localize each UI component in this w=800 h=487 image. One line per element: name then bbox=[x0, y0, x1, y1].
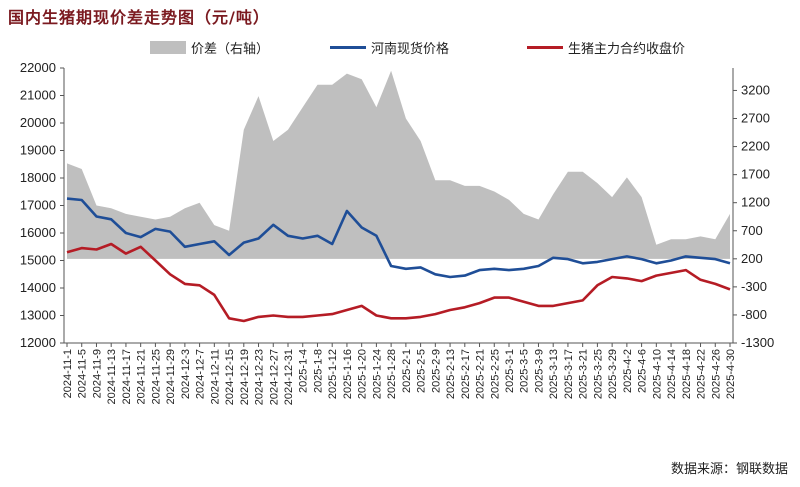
data-source: 数据来源：钢联数据 bbox=[670, 462, 788, 477]
x-tick-label: 2025-4-6 bbox=[637, 349, 649, 393]
left-tick-label: 19000 bbox=[20, 143, 56, 158]
x-tick-label: 2025-1-28 bbox=[386, 349, 398, 399]
x-tick-label: 2024-11-9 bbox=[92, 349, 104, 398]
right-tick-label: 1700 bbox=[741, 167, 770, 182]
x-tick-label: 2024-12-15 bbox=[224, 349, 236, 405]
right-tick-label: 1200 bbox=[741, 195, 770, 210]
x-tick-label: 2024-11-25 bbox=[150, 349, 162, 404]
line-layer bbox=[66, 197, 731, 323]
x-tick-label: 2024-12-31 bbox=[283, 349, 295, 405]
x-tick-label: 2025-4-2 bbox=[622, 349, 634, 393]
x-tick-label: 2024-12-3 bbox=[180, 349, 192, 399]
x-tick-label: 2024-11-17 bbox=[121, 349, 133, 404]
left-tick-label: 14000 bbox=[20, 280, 56, 295]
legend-label-futures: 生猪主力合约收盘价 bbox=[568, 41, 685, 57]
left-tick-label: 13000 bbox=[20, 308, 56, 323]
x-tick-label: 2024-12-7 bbox=[195, 349, 207, 399]
x-tick-label: 2025-3-17 bbox=[563, 349, 575, 399]
series-line-futures bbox=[66, 242, 731, 323]
x-axis-ticks: 2024-11-1 2024-11-5 2024-11-9 2024-11-13 202… bbox=[62, 343, 737, 405]
right-tick-label: -300 bbox=[741, 279, 767, 294]
right-axis-ticks: -1300 -800 -300 200 700 1200 1700 2200 2700 3200 bbox=[733, 82, 774, 350]
x-tick-label: 2025-3-13 bbox=[548, 349, 560, 399]
left-tick-label: 20000 bbox=[20, 115, 56, 130]
x-tick-label: 2024-12-11 bbox=[209, 349, 221, 404]
left-tick-label: 18000 bbox=[20, 170, 56, 185]
legend: 价差（右轴） 河南现货价格 生猪主力合约收盘价 bbox=[150, 41, 685, 57]
x-tick-label: 2024-11-29 bbox=[165, 349, 177, 404]
x-tick-label: 2025-3-21 bbox=[578, 349, 590, 399]
right-tick-label: 2200 bbox=[741, 139, 770, 154]
x-tick-label: 2025-3-25 bbox=[592, 349, 604, 399]
x-tick-label: 2024-12-27 bbox=[268, 349, 280, 405]
x-tick-label: 2025-2-1 bbox=[401, 349, 413, 393]
right-tick-label: -800 bbox=[741, 307, 767, 322]
x-tick-label: 2025-4-10 bbox=[651, 349, 663, 399]
x-tick-label: 2025-3-29 bbox=[607, 349, 619, 399]
left-axis-ticks: 12000 13000 14000 15000 16000 17000 18000 19000… bbox=[20, 60, 64, 350]
series-area-spread bbox=[67, 70, 730, 259]
x-tick-label: 2025-2-13 bbox=[445, 349, 457, 399]
x-tick-label: 2025-1-20 bbox=[357, 349, 369, 399]
x-tick-label: 2025-1-4 bbox=[298, 349, 310, 393]
left-tick-label: 21000 bbox=[20, 88, 56, 103]
x-tick-label: 2025-3-9 bbox=[534, 349, 546, 393]
x-tick-label: 2025-4-26 bbox=[710, 349, 722, 399]
x-tick-label: 2024-11-1 bbox=[62, 349, 74, 398]
left-tick-label: 12000 bbox=[20, 335, 56, 350]
x-tick-label: 2025-3-5 bbox=[519, 349, 531, 393]
right-tick-label: 3200 bbox=[741, 82, 770, 97]
spread-area-layer bbox=[67, 70, 730, 259]
right-tick-label: 700 bbox=[741, 223, 763, 238]
x-tick-label: 2025-1-24 bbox=[371, 349, 383, 399]
x-tick-label: 2025-4-22 bbox=[696, 349, 708, 399]
x-tick-label: 2024-11-13 bbox=[106, 349, 118, 404]
x-tick-label: 2025-1-12 bbox=[327, 349, 339, 399]
x-tick-label: 2025-1-16 bbox=[342, 349, 354, 399]
legend-label-spot: 河南现货价格 bbox=[371, 41, 449, 57]
series-line-spot bbox=[66, 197, 731, 279]
x-tick-label: 2024-12-19 bbox=[239, 349, 251, 405]
x-tick-label: 2025-2-9 bbox=[430, 349, 442, 393]
left-tick-label: 17000 bbox=[20, 198, 56, 213]
left-tick-label: 22000 bbox=[20, 60, 56, 75]
x-tick-label: 2025-1-8 bbox=[313, 349, 325, 393]
legend-label-spread: 价差（右轴） bbox=[191, 42, 269, 57]
x-tick-label: 2024-12-23 bbox=[254, 349, 266, 405]
right-tick-label: -1300 bbox=[741, 335, 774, 350]
x-tick-label: 2025-2-17 bbox=[460, 349, 472, 399]
x-tick-label: 2024-11-21 bbox=[136, 349, 148, 404]
chart-title: 国内生猪期现价差走势图（元/吨） bbox=[8, 8, 270, 27]
left-tick-label: 16000 bbox=[20, 225, 56, 240]
x-tick-label: 2025-4-30 bbox=[725, 349, 737, 399]
x-tick-label: 2025-2-25 bbox=[489, 349, 501, 399]
x-tick-label: 2025-2-21 bbox=[475, 349, 487, 399]
right-tick-label: 200 bbox=[741, 251, 763, 266]
legend-swatch-spread bbox=[150, 41, 186, 54]
x-tick-label: 2025-4-14 bbox=[666, 349, 678, 399]
x-tick-label: 2025-4-18 bbox=[681, 349, 693, 399]
right-tick-label: 2700 bbox=[741, 111, 770, 126]
x-tick-label: 2025-3-1 bbox=[504, 349, 516, 393]
x-tick-label: 2024-11-5 bbox=[77, 349, 89, 398]
x-tick-label: 2025-2-5 bbox=[416, 349, 428, 393]
left-tick-label: 15000 bbox=[20, 253, 56, 268]
